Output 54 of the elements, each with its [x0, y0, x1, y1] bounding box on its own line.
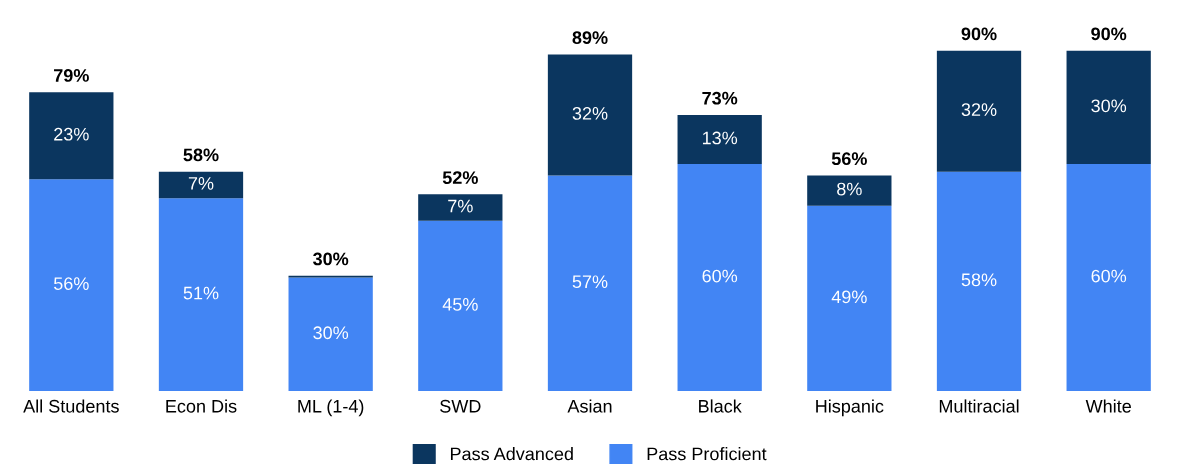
x-tick-label: Econ Dis	[166, 399, 237, 413]
x-tick-label: White	[1085, 399, 1131, 413]
data-label: 7%	[448, 199, 473, 213]
bar	[29, 92, 114, 180]
x-tick-label: SWD	[440, 399, 481, 413]
bar	[936, 50, 1022, 172]
bar	[29, 179, 114, 392]
total-label: 79%	[54, 69, 89, 82]
data-label: 49%	[831, 290, 867, 304]
x-tick-label: Hispanic	[816, 399, 884, 417]
bar	[807, 205, 892, 392]
data-label: 8%	[837, 182, 862, 196]
bar	[936, 171, 1022, 392]
x-tick-label: Black	[699, 399, 742, 413]
bar	[288, 277, 373, 392]
total-label: 58%	[183, 148, 219, 162]
data-label: 30%	[1091, 99, 1127, 113]
bar	[1066, 50, 1151, 165]
total-label: 30%	[313, 252, 349, 266]
data-label: 30%	[313, 326, 349, 340]
bar	[547, 175, 633, 392]
data-label: 32%	[572, 106, 608, 120]
data-label: 45%	[442, 298, 478, 311]
total-label: 52%	[442, 171, 478, 184]
total-label: 56%	[831, 152, 867, 166]
bar	[547, 54, 633, 176]
data-label: 58%	[961, 273, 997, 287]
total-label: 90%	[1091, 27, 1127, 41]
bar	[677, 164, 762, 392]
data-label: 57%	[572, 275, 608, 289]
legend-label: Pass Advanced	[450, 447, 573, 461]
x-tick-label: ML (1-4)	[298, 399, 364, 417]
data-label: 32%	[961, 103, 997, 116]
total-label: 90%	[961, 27, 997, 41]
total-label: 89%	[572, 31, 608, 45]
x-tick-label: Asian	[567, 399, 612, 413]
total-label: 73%	[702, 91, 738, 105]
bar	[677, 114, 762, 165]
data-label: 60%	[702, 269, 738, 283]
data-label: 56%	[53, 277, 89, 290]
data-label: 7%	[188, 177, 214, 190]
bar	[1066, 164, 1151, 392]
data-label: 13%	[702, 131, 738, 145]
data-label: 60%	[1091, 269, 1127, 283]
bar	[807, 175, 892, 206]
bar	[158, 198, 244, 392]
x-tick-label: Multiracial	[939, 399, 1019, 413]
bar	[418, 220, 503, 392]
legend-label: Pass Proficient	[647, 447, 767, 461]
bar	[158, 171, 244, 199]
x-tick-label: All Students	[23, 399, 119, 413]
data-label: 23%	[54, 127, 89, 141]
data-label: 51%	[183, 286, 219, 300]
bar	[418, 194, 503, 221]
